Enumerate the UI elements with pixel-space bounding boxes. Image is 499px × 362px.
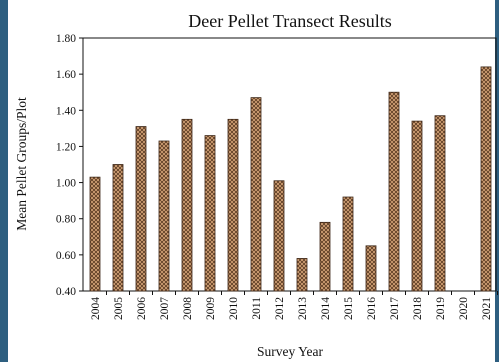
x-tick-label: 2005 [113, 297, 125, 320]
x-tick-label: 2021 [481, 297, 493, 320]
x-tick-label: 2013 [297, 297, 309, 320]
bar-2014 [319, 221, 331, 292]
bar-2005 [112, 164, 124, 292]
bar-2012 [273, 180, 285, 292]
left-border-band [0, 0, 8, 362]
bar-2011 [250, 97, 262, 292]
y-tick-label: 1.00 [56, 178, 76, 190]
y-axis-title: Mean Pellet Groups/Plot [14, 97, 29, 231]
y-tick-label: 0.80 [56, 214, 76, 226]
x-tick-label: 2019 [435, 297, 447, 320]
x-tick-label: 2010 [228, 297, 240, 320]
bar-2015 [342, 196, 354, 292]
x-tick-label: 2020 [458, 297, 470, 320]
bar-2010 [227, 118, 239, 292]
bar-2004 [89, 176, 101, 292]
chart-title: Deer Pellet Transect Results [188, 11, 391, 31]
x-tick-label: 2017 [389, 297, 401, 320]
y-tick-label: 1.40 [56, 105, 76, 117]
plot-area-frame [82, 37, 497, 292]
bar-2019 [434, 115, 446, 292]
x-axis-title: Survey Year [257, 344, 324, 359]
bar-2009 [204, 135, 216, 292]
x-tick-label: 2007 [159, 297, 171, 320]
x-tick-label: 2016 [366, 297, 378, 320]
bar-2018 [411, 120, 423, 292]
y-tick-label: 0.40 [56, 286, 76, 298]
y-tick-label: 1.60 [56, 69, 76, 81]
x-tick-label: 2015 [343, 297, 355, 320]
x-tick-label: 2008 [182, 297, 194, 320]
bar-2016 [365, 245, 377, 292]
x-axis: 2004 2005 2006 2007 2008 2009 2010 2011 2012 2013… [90, 291, 498, 320]
bar-2013 [296, 258, 308, 292]
x-tick-label: 2006 [136, 297, 148, 320]
x-tick-label: 2009 [205, 297, 217, 320]
right-border-band [495, 0, 499, 362]
bar-2008 [181, 118, 193, 292]
x-tick-label: 2004 [90, 297, 102, 320]
x-tick-label: 2011 [251, 297, 263, 320]
y-tick-label: 1.80 [56, 33, 76, 45]
x-tick-label: 2014 [320, 297, 332, 320]
x-tick-label: 2018 [412, 297, 424, 320]
bar-2021 [480, 66, 492, 292]
y-tick-label: 1.20 [56, 141, 76, 153]
y-tick-label: 0.60 [56, 250, 76, 262]
bars [89, 66, 492, 292]
bar-2006 [135, 126, 147, 292]
y-axis: 0.40 0.60 0.80 1.00 1.20 1.40 1.60 1.80 [56, 33, 83, 298]
x-tick-label: 2012 [274, 297, 286, 320]
bar-2017 [388, 91, 400, 292]
bar-2007 [158, 140, 170, 292]
